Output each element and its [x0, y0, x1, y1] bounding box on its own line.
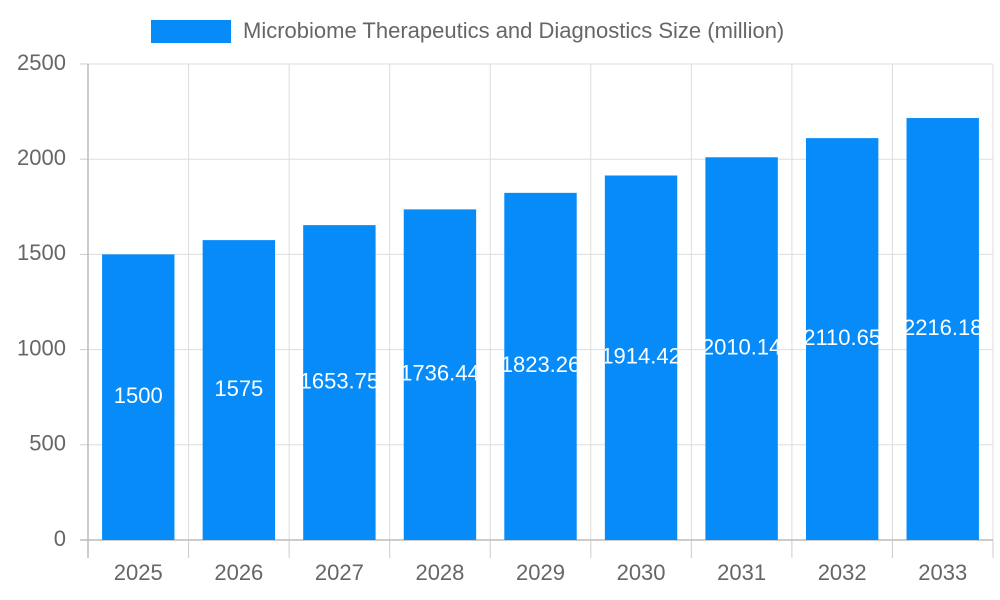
- x-tick-label: 2027: [315, 560, 364, 585]
- legend-label: Microbiome Therapeutics and Diagnostics …: [243, 18, 784, 43]
- x-tick-label: 2025: [114, 560, 163, 585]
- y-tick-label: 2500: [17, 50, 66, 75]
- value-label: 1575: [214, 376, 263, 401]
- y-tick-label: 0: [54, 526, 66, 551]
- bar: [805, 138, 879, 540]
- value-label: 2010.14: [702, 334, 782, 359]
- value-label: 1914.42: [601, 344, 681, 369]
- y-tick-label: 1000: [17, 335, 66, 360]
- y-tick-label: 2000: [17, 145, 66, 170]
- bar: [604, 175, 678, 540]
- bar: [202, 240, 276, 540]
- value-label: 1653.75: [300, 368, 380, 393]
- value-label: 2216.18: [903, 315, 983, 340]
- x-tick-label: 2026: [214, 560, 263, 585]
- bar: [504, 192, 577, 540]
- y-tick-label: 1500: [17, 240, 66, 265]
- legend-swatch: [151, 20, 231, 43]
- bar: [705, 157, 778, 540]
- x-tick-label: 2028: [415, 560, 464, 585]
- value-label: 1500: [114, 383, 163, 408]
- x-tick-label: 2033: [918, 560, 967, 585]
- x-tick-label: 2031: [717, 560, 766, 585]
- x-tick-label: 2030: [617, 560, 666, 585]
- bar: [906, 118, 979, 540]
- x-tick-label: 2029: [516, 560, 565, 585]
- bar: [303, 225, 376, 540]
- bar: [102, 254, 175, 540]
- x-tick-label: 2032: [818, 560, 867, 585]
- value-label: 1736.44: [400, 361, 480, 386]
- bar: [403, 209, 477, 540]
- y-tick-label: 500: [29, 431, 66, 456]
- value-label: 2110.65: [803, 325, 881, 350]
- value-label: 1823.26: [501, 352, 581, 377]
